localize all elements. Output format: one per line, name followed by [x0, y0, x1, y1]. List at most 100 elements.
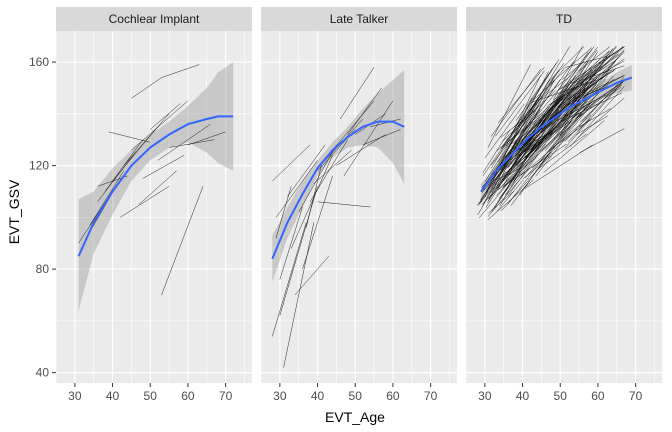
subject-trajectory	[527, 46, 570, 117]
subject-trajectory	[491, 115, 555, 212]
subject-trajectory	[513, 61, 575, 145]
subject-trajectory	[290, 155, 333, 249]
subject-trajectory	[477, 165, 506, 216]
subject-trajectory	[512, 88, 550, 129]
subject-trajectory	[119, 186, 170, 218]
subject-trajectory	[520, 114, 592, 176]
subject-trajectory	[551, 59, 600, 105]
subject-trajectory	[539, 121, 571, 153]
subject-trajectory	[534, 98, 580, 150]
subject-trajectory	[507, 135, 538, 163]
subject-trajectory	[547, 75, 608, 136]
subject-trajectory	[482, 143, 506, 177]
subject-trajectory	[522, 155, 551, 180]
facet-panels: Cochlear Implant Late Talker TD	[55, 7, 662, 383]
subject-trajectory	[570, 49, 598, 83]
subject-trajectory	[484, 103, 525, 159]
subject-trajectory	[370, 118, 401, 128]
subject-trajectory	[546, 46, 585, 84]
x-tick-label: 70	[219, 389, 233, 403]
panel-data	[271, 67, 405, 368]
subject-trajectory	[275, 160, 318, 218]
panel-data	[477, 46, 633, 220]
subject-trajectory	[561, 92, 623, 122]
panel-cochlear-implant: Cochlear Implant	[55, 7, 252, 383]
subject-trajectory	[497, 143, 567, 191]
subject-trajectory	[525, 100, 594, 178]
subject-trajectory	[581, 100, 603, 122]
subject-trajectory	[507, 120, 573, 205]
subject-trajectory	[496, 171, 519, 196]
subject-trajectory	[507, 97, 556, 168]
subject-trajectory	[564, 113, 585, 132]
subject-trajectory	[131, 100, 189, 151]
subject-trajectory	[502, 135, 552, 196]
subject-trajectory	[187, 131, 226, 146]
subject-trajectory	[558, 66, 603, 91]
x-tick-label: 30	[68, 389, 82, 403]
subject-trajectory	[97, 152, 136, 202]
subject-trajectory	[560, 99, 597, 143]
subject-trajectory	[560, 51, 599, 109]
subject-trajectory	[279, 206, 303, 280]
x-tick-label: 40	[311, 389, 325, 403]
subject-trajectory	[484, 97, 533, 198]
subject-trajectory	[509, 88, 568, 163]
subject-trajectory	[142, 154, 185, 179]
subject-trajectory	[516, 98, 565, 166]
subject-trajectory	[512, 119, 560, 183]
panel-data	[77, 62, 234, 311]
subject-trajectory	[569, 70, 612, 104]
subject-trajectory	[131, 64, 200, 99]
subject-trajectory	[556, 46, 617, 108]
subject-trajectory	[498, 167, 522, 179]
x-axis-title: EVT_Age	[325, 409, 385, 425]
subject-trajectory	[532, 131, 556, 150]
facet-strip	[56, 7, 252, 31]
x-tick-label: 70	[424, 389, 438, 403]
subject-trajectory	[505, 75, 541, 148]
subject-trajectory	[559, 46, 625, 89]
subject-trajectory	[484, 77, 555, 186]
facet-strip	[466, 7, 662, 31]
y-axis-title: EVT_GSV	[6, 179, 22, 244]
subject-trajectory	[347, 87, 382, 135]
subject-trajectory	[571, 84, 623, 119]
subject-trajectory	[287, 144, 326, 197]
y-tick-label: 120	[29, 159, 49, 173]
subject-trajectory	[494, 129, 546, 209]
subject-trajectory	[480, 164, 508, 203]
x-tick-label: 30	[478, 389, 492, 403]
subject-trajectory	[495, 70, 545, 137]
subject-trajectory	[579, 46, 625, 90]
subject-trajectory	[548, 47, 593, 85]
x-tick-label: 70	[629, 389, 643, 403]
x-axes: 30 40 50 60 70 30 40 50 60 70 30 40 50 60 70	[68, 383, 643, 403]
subject-trajectory	[317, 201, 371, 208]
subject-trajectory	[533, 80, 555, 101]
subject-trajectory	[578, 46, 611, 72]
subject-trajectory	[487, 139, 517, 204]
subject-trajectory	[534, 133, 587, 172]
subject-trajectory	[108, 131, 151, 143]
x-tick-label: 40	[106, 389, 120, 403]
subject-trajectory	[559, 52, 625, 114]
panel-background	[466, 31, 662, 383]
x-tick-label: 30	[273, 389, 287, 403]
subject-trajectory	[343, 100, 394, 177]
subject-trajectory	[520, 79, 572, 155]
subject-trajectory	[538, 108, 567, 144]
subject-trajectory	[560, 107, 586, 140]
facet-strip-label: TD	[556, 12, 572, 26]
x-tick-label: 60	[386, 389, 400, 403]
subject-trajectory	[332, 100, 375, 151]
panel-background	[56, 31, 252, 383]
subject-trajectory	[481, 174, 515, 205]
subject-trajectory	[505, 143, 547, 195]
subject-trajectory	[89, 170, 125, 226]
subject-trajectory	[515, 147, 536, 166]
subject-trajectory	[579, 128, 625, 153]
subject-trajectory	[564, 83, 620, 125]
subject-trajectory	[577, 97, 625, 139]
subject-trajectory	[569, 70, 615, 99]
